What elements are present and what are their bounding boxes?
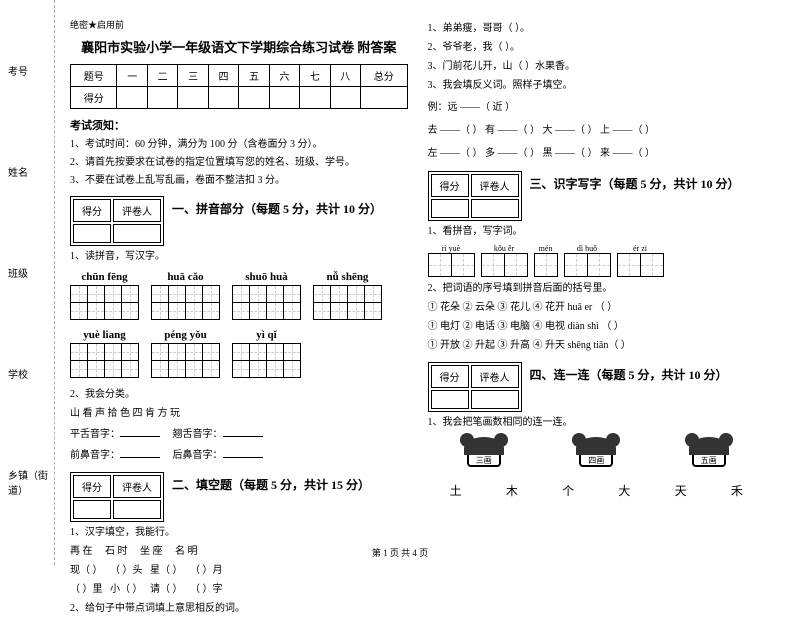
- pinyin-block: péng yǒu: [151, 329, 220, 381]
- secret-label: 绝密★启用前: [70, 18, 408, 31]
- th-3: 三: [178, 65, 208, 87]
- section-4-scorebox: 得分评卷人: [428, 362, 522, 412]
- section-3-scorebox: 得分评卷人: [428, 171, 522, 221]
- left-column: 绝密★启用前 襄阳市实验小学一年级语文下学期综合练习试卷 附答案 题号 一 二 …: [60, 18, 418, 553]
- flower-pot-icon: 四画: [571, 437, 621, 472]
- s2-row1: 现（ ） （ ）头 星（ ） （ ）月: [70, 563, 408, 579]
- exam-title: 襄阳市实验小学一年级语文下学期综合练习试卷 附答案: [70, 37, 408, 56]
- th-4: 四: [208, 65, 238, 87]
- s1-q2-lines2: 前鼻音字： 后鼻音字：: [70, 446, 408, 464]
- match-chars: 土 木 个 大 天 禾: [428, 482, 766, 499]
- th-2: 二: [147, 65, 177, 87]
- table-header-row: 题号 一 二 三 四 五 六 七 八 总分: [71, 65, 408, 87]
- s3-q2: 2、把词语的序号填到拼音后面的括号里。: [428, 281, 766, 297]
- flower-row: 三画 四画 五画: [428, 437, 766, 472]
- s1-q2-text: 山 看 声 拾 色 四 肯 方 玩: [70, 406, 408, 422]
- score-summary-table: 题号 一 二 三 四 五 六 七 八 总分 得分: [70, 64, 408, 109]
- s3-q1: 1、看拼音，写字词。: [428, 224, 766, 240]
- section-1-title: 一、拼音部分（每题 5 分，共计 10 分）: [172, 200, 382, 217]
- section-4-header: 得分评卷人 四、连一连（每题 5 分，共计 10 分）: [428, 362, 766, 412]
- table-score-row: 得分: [71, 87, 408, 109]
- page-content: 绝密★启用前 襄阳市实验小学一年级语文下学期综合练习试卷 附答案 题号 一 二 …: [0, 0, 800, 565]
- td-score-label: 得分: [71, 87, 117, 109]
- margin-town: 乡镇（街道）: [8, 467, 54, 497]
- s2r-i1: 1、弟弟瘦，哥哥（ ）。: [428, 21, 766, 37]
- pinyin-block: yì qǐ: [232, 329, 301, 381]
- section-2-title: 二、填空题（每题 5 分，共计 15 分）: [172, 476, 370, 493]
- margin-class: 班级: [8, 265, 54, 280]
- notice-title: 考试须知：: [70, 117, 408, 133]
- section-3-header: 得分评卷人 三、识字写字（每题 5 分，共计 10 分）: [428, 171, 766, 221]
- s2r-q3: 3、我会填反义词。照样子填空。: [428, 78, 766, 94]
- th-5: 五: [239, 65, 269, 87]
- s2r-example: 例：远 ——（ 近 ）: [428, 99, 766, 117]
- margin-labels: 考号 姓名 班级 学校 乡镇（街道）: [8, 20, 54, 540]
- th-total: 总分: [360, 65, 407, 87]
- pinyin-block: chūn fēng: [70, 271, 139, 323]
- pinyin-row-2: yuè liang péng yǒu yì qǐ: [70, 329, 408, 381]
- page-footer: 第 1 页 共 4 页: [0, 546, 800, 559]
- flower-pot-icon: 五画: [684, 437, 734, 472]
- pinyin-block: yuè liang: [70, 329, 139, 381]
- section-2-header: 得分评卷人 二、填空题（每题 5 分，共计 15 分）: [70, 472, 408, 522]
- s2-row2: （ ）里 小（ ） 请（ ） （ ）字: [70, 582, 408, 598]
- margin-exam-no: 考号: [8, 63, 54, 78]
- pinyin-row-1: chūn fēng huā cǎo shuō huà nǚ shēng: [70, 271, 408, 323]
- s2-q1: 1、汉字填空，我能行。: [70, 525, 408, 541]
- notice-1: 1、考试时间：60 分钟，满分为 100 分（含卷面分 3 分）。: [70, 137, 408, 152]
- th-7: 七: [300, 65, 330, 87]
- pinyin-block: huā cǎo: [151, 271, 220, 323]
- s3-q2-i1: ① 花朵 ② 云朵 ③ 花儿 ④ 花开 huā er （ ）: [428, 300, 766, 316]
- section-1-header: 得分评卷人 一、拼音部分（每题 5 分，共计 10 分）: [70, 196, 408, 246]
- right-column: 1、弟弟瘦，哥哥（ ）。 2、爷爷老，我（ ）。 3、门前花儿开，山（ ）水果香…: [418, 18, 776, 553]
- s1-q1: 1、读拼音，写汉字。: [70, 249, 408, 265]
- s2-q2: 2、给句子中带点词填上意思相反的词。: [70, 601, 408, 617]
- section-1-scorebox: 得分评卷人: [70, 196, 164, 246]
- s2r-i2: 2、爷爷老，我（ ）。: [428, 40, 766, 56]
- th-1: 一: [117, 65, 147, 87]
- section-3-title: 三、识字写字（每题 5 分，共计 10 分）: [530, 175, 740, 192]
- s1-q2: 2、我会分类。: [70, 387, 408, 403]
- binding-margin: 考号 姓名 班级 学校 乡镇（街道）: [0, 0, 55, 565]
- th-8: 八: [330, 65, 360, 87]
- pinyin-block: nǚ shēng: [313, 271, 382, 323]
- s1-q2-lines: 平舌音字： 翘舌音字：: [70, 425, 408, 443]
- margin-name: 姓名: [8, 164, 54, 179]
- s2r-row1: 去 ——（ ） 有 ——（ ） 大 ——（ ） 上 ——（ ）: [428, 122, 766, 140]
- s4-q1: 1、我会把笔画数相同的连一连。: [428, 415, 766, 431]
- s3-q2-i3: ① 开放 ② 升起 ③ 升高 ④ 升天 shēng tiān（ ）: [428, 338, 766, 354]
- notice-3: 3、不要在试卷上乱写乱画，卷面不整洁扣 3 分。: [70, 173, 408, 188]
- section-2-scorebox: 得分评卷人: [70, 472, 164, 522]
- s3-grid: rì yuè kǒu ěr mén dì huǒ ér zi: [428, 244, 766, 277]
- th-num: 题号: [71, 65, 117, 87]
- section-4-title: 四、连一连（每题 5 分，共计 10 分）: [530, 366, 728, 383]
- pinyin-block: shuō huà: [232, 271, 301, 323]
- s2r-row2: 左 ——（ ） 多 ——（ ） 黑 ——（ ） 来 ——（ ）: [428, 145, 766, 163]
- flower-pot-icon: 三画: [459, 437, 509, 472]
- s2r-i3: 3、门前花儿开，山（ ）水果香。: [428, 59, 766, 75]
- th-6: 六: [269, 65, 299, 87]
- s3-q2-i2: ① 电灯 ② 电话 ③ 电脑 ④ 电视 diàn shì （ ）: [428, 319, 766, 335]
- margin-school: 学校: [8, 366, 54, 381]
- notice-2: 2、请首先按要求在试卷的指定位置填写您的姓名、班级、学号。: [70, 155, 408, 170]
